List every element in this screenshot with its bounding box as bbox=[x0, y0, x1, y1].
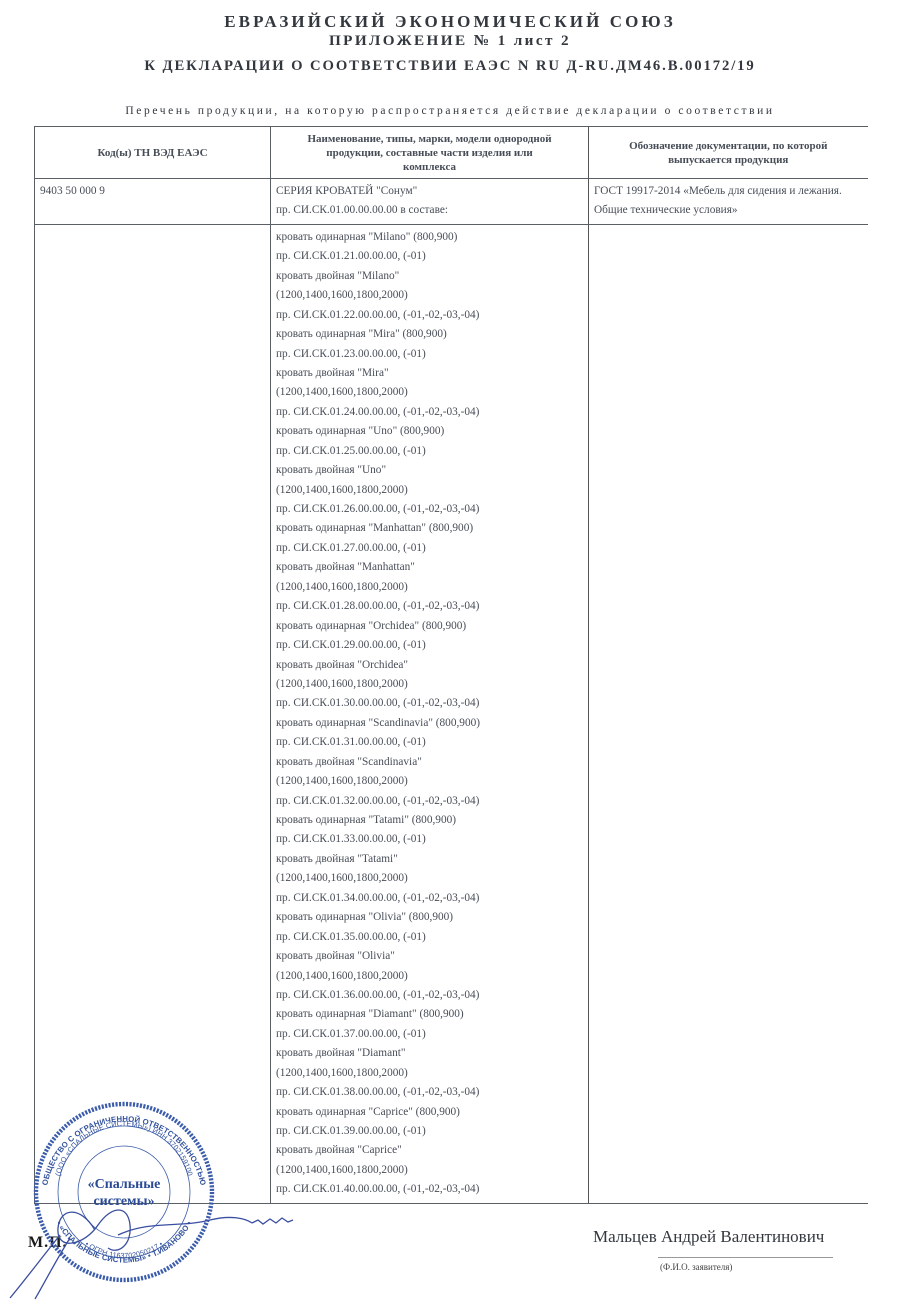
svg-text:(ООО «СПАЛЬНЫЕ СИСТЕМЫ») ИНН 3: (ООО «СПАЛЬНЫЕ СИСТЕМЫ») ИНН 3702159100 bbox=[53, 1119, 195, 1177]
